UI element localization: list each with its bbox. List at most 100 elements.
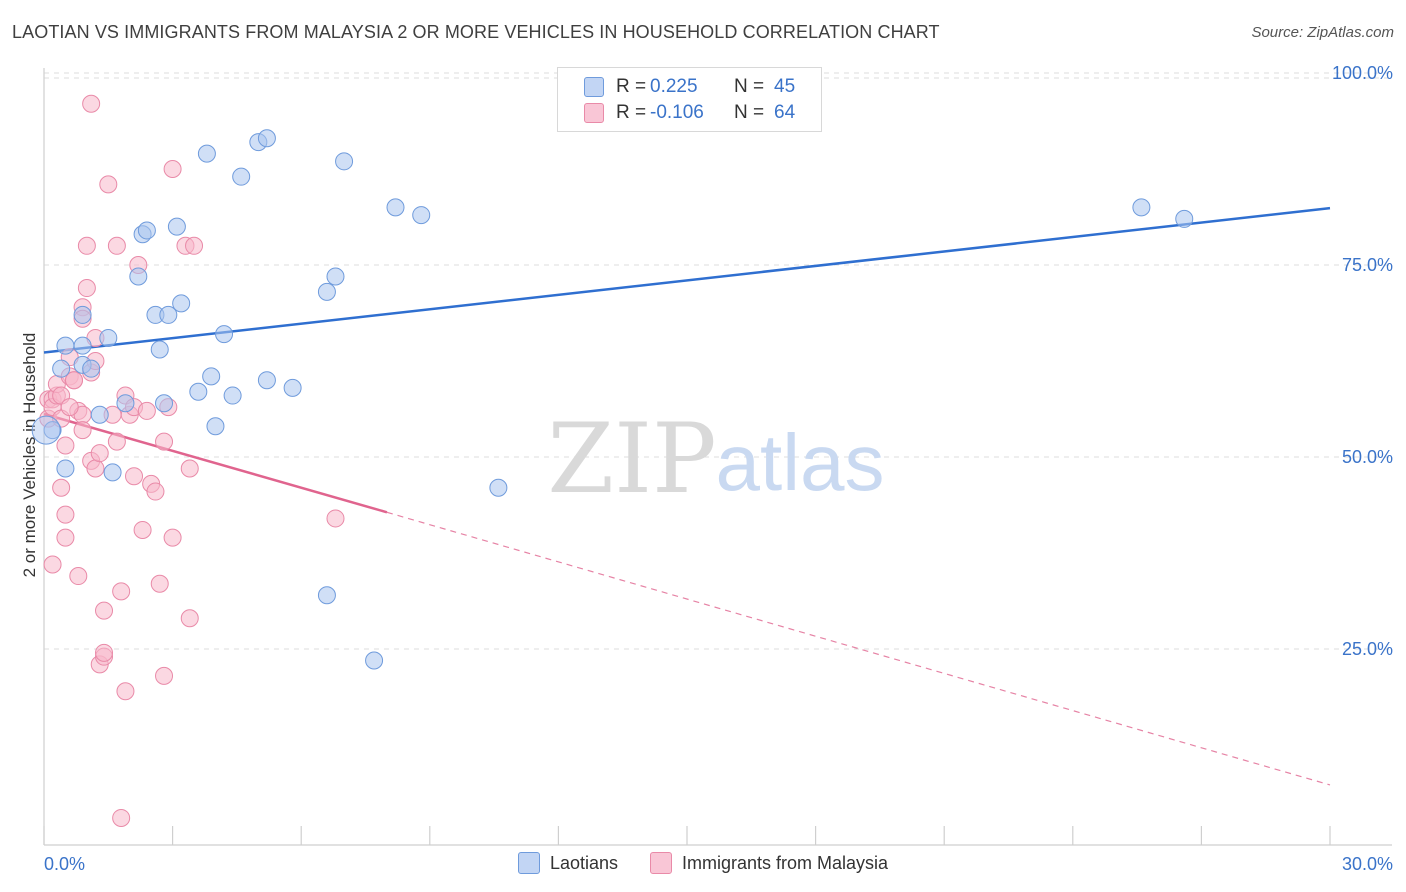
legend-n-label: N = <box>734 76 765 97</box>
watermark: ZIP atlas <box>547 403 884 515</box>
x-tick-label-min: 0.0% <box>44 854 85 874</box>
point-malaysia <box>163 160 182 178</box>
point-malaysia <box>60 398 79 417</box>
point-malaysia <box>69 567 88 586</box>
axes <box>43 68 1392 846</box>
point-laotians <box>232 167 251 186</box>
legend-n-value: 45 <box>774 76 796 97</box>
point-laotians <box>129 267 148 286</box>
point-laotians <box>167 217 186 236</box>
point-malaysia <box>52 478 71 497</box>
correlation-legend: R = 0.225 N = 45 R = -0.106 N = 64 <box>557 67 822 132</box>
point-malaysia <box>90 444 109 463</box>
point-malaysia <box>155 432 174 451</box>
legend-item-laotians[interactable]: Laotians <box>517 852 618 874</box>
point-malaysia <box>185 236 204 255</box>
point-laotians <box>283 378 302 397</box>
point-malaysia <box>95 601 114 620</box>
point-malaysia <box>326 509 345 528</box>
trend-line-malaysia <box>43 412 388 514</box>
point-laotians <box>335 152 354 171</box>
point-malaysia <box>82 94 101 113</box>
legend-r-value: 0.225 <box>650 76 698 97</box>
point-laotians <box>73 336 92 355</box>
legend-row-malaysia: R = -0.106 N = 64 <box>584 100 795 126</box>
point-malaysia <box>146 482 165 501</box>
watermark-atlas: atlas <box>716 418 885 507</box>
point-laotians <box>257 129 276 148</box>
legend-row-laotians: R = 0.225 N = 45 <box>584 74 795 100</box>
point-malaysia <box>107 432 126 451</box>
point-laotians <box>257 371 276 390</box>
source-label: Source: ZipAtlas.com <box>1251 24 1394 41</box>
point-laotians <box>1132 198 1151 217</box>
point-malaysia <box>163 528 182 547</box>
data-points <box>31 94 1194 827</box>
point-malaysia <box>155 666 174 685</box>
trend-line-malaysia-extension <box>386 511 1331 786</box>
point-laotians <box>103 463 122 482</box>
point-malaysia <box>125 467 144 486</box>
point-laotians <box>150 340 169 359</box>
point-malaysia <box>56 436 75 455</box>
watermark-zip: ZIP <box>547 403 716 515</box>
legend-r-label: R = <box>616 76 647 97</box>
point-malaysia <box>99 175 118 194</box>
point-laotians <box>73 305 92 324</box>
chart-title: LAOTIAN VS IMMIGRANTS FROM MALAYSIA 2 OR… <box>12 22 940 42</box>
point-laotians <box>223 386 242 405</box>
y-tick-label: 75.0% <box>1342 255 1393 275</box>
legend-swatch-blue <box>584 77 604 97</box>
point-malaysia <box>133 520 152 539</box>
point-laotians <box>56 459 75 478</box>
point-laotians <box>197 144 216 163</box>
point-malaysia <box>107 236 126 255</box>
point-laotians <box>202 367 221 386</box>
legend-n-label: N = <box>734 102 765 123</box>
legend-item-malaysia[interactable]: Immigrants from Malaysia <box>650 852 888 874</box>
point-malaysia <box>180 609 199 628</box>
legend-n-value: 64 <box>774 102 796 123</box>
point-malaysia <box>56 528 75 547</box>
point-laotians <box>137 221 156 240</box>
point-malaysia <box>86 459 105 478</box>
y-tick-label: 100.0% <box>1332 63 1393 83</box>
point-malaysia <box>56 505 75 524</box>
legend-label-laotians: Laotians <box>549 852 618 873</box>
point-laotians <box>99 328 118 347</box>
legend-swatch-pink <box>650 852 672 874</box>
point-laotians <box>90 405 109 424</box>
point-laotians <box>317 586 336 605</box>
point-laotians <box>206 417 225 436</box>
point-malaysia <box>112 808 131 827</box>
x-tick-label-max: 30.0% <box>1342 854 1393 874</box>
legend-label-malaysia: Immigrants from Malaysia <box>682 852 889 873</box>
point-malaysia <box>65 371 84 390</box>
point-laotians <box>82 359 101 378</box>
point-laotians <box>43 421 62 440</box>
point-malaysia <box>137 401 156 420</box>
y-tick-label: 25.0% <box>1342 639 1393 659</box>
point-malaysia <box>180 459 199 478</box>
point-laotians <box>56 336 75 355</box>
point-malaysia <box>77 279 96 298</box>
point-laotians <box>412 206 431 225</box>
point-laotians <box>189 382 208 401</box>
point-malaysia <box>43 555 62 574</box>
point-malaysia <box>112 582 131 601</box>
point-laotians <box>326 267 345 286</box>
point-laotians <box>52 359 71 378</box>
point-malaysia <box>150 574 169 593</box>
legend-swatch-pink <box>584 103 604 123</box>
legend-r-value: -0.106 <box>650 102 704 123</box>
legend-r-label: R = <box>616 102 647 123</box>
point-laotians <box>155 394 174 413</box>
point-laotians <box>1175 209 1194 228</box>
point-laotians <box>172 294 191 313</box>
y-tick-label: 50.0% <box>1342 447 1393 467</box>
point-laotians <box>386 198 405 217</box>
gridlines <box>44 72 1392 650</box>
legend-swatch-blue <box>517 852 540 874</box>
point-laotians <box>317 282 336 301</box>
